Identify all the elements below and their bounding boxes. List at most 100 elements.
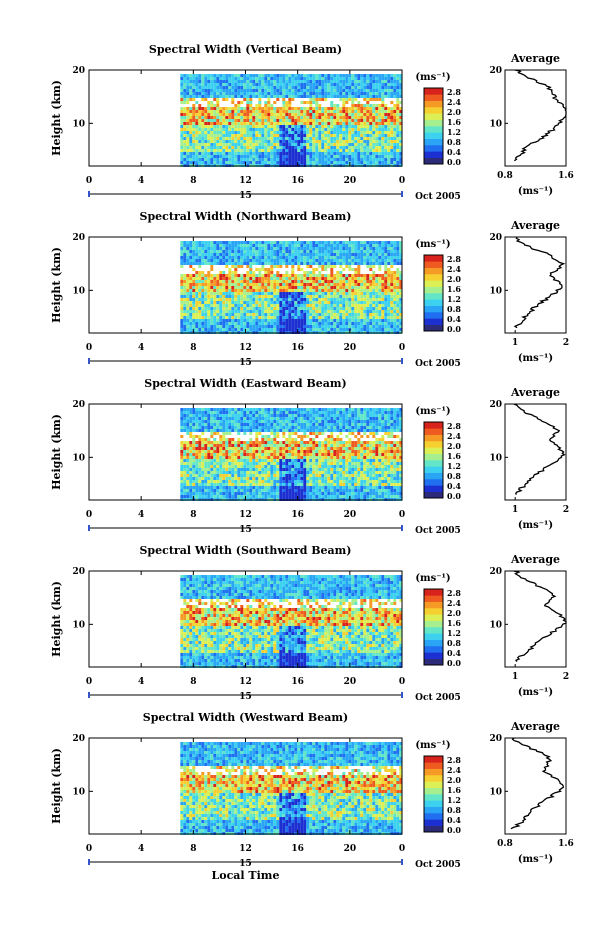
heatmap-cell xyxy=(390,250,394,253)
heatmap-cell xyxy=(330,283,334,286)
heatmap-cell xyxy=(240,277,244,280)
heatmap-cell xyxy=(198,319,202,322)
heatmap-cell xyxy=(285,307,289,310)
heatmap-cell xyxy=(234,247,238,250)
heatmap-cell xyxy=(192,304,196,307)
heatmap-cell xyxy=(366,322,370,325)
heatmap-cell xyxy=(372,83,376,86)
heatmap-cell xyxy=(261,110,265,113)
heatmap-cell xyxy=(210,322,214,325)
heatmap-cell xyxy=(306,113,310,116)
heatmap-cell xyxy=(354,322,358,325)
heatmap-cell xyxy=(240,307,244,310)
heatmap-cell xyxy=(252,107,256,110)
heatmap-cell xyxy=(321,137,325,140)
heatmap-cell xyxy=(387,134,391,137)
heatmap-cell xyxy=(243,250,247,253)
heatmap-cell xyxy=(192,307,196,310)
heatmap-cell xyxy=(246,259,250,262)
heatmap-cell xyxy=(318,292,322,295)
heatmap-cell xyxy=(270,274,274,277)
heatmap-cell xyxy=(330,247,334,250)
heatmap-cell xyxy=(273,295,277,298)
heatmap-cell xyxy=(270,283,274,286)
heatmap-cell xyxy=(363,131,367,134)
heatmap-cell xyxy=(357,113,361,116)
heatmap-cell xyxy=(390,262,394,265)
heatmap-cell xyxy=(207,146,211,149)
heatmap-cell xyxy=(336,128,340,131)
heatmap-cell xyxy=(357,74,361,77)
heatmap-cell xyxy=(378,301,382,304)
heatmap-cell xyxy=(186,131,190,134)
heatmap-cell xyxy=(288,295,292,298)
heatmap-cell xyxy=(372,262,376,265)
heatmap-cell xyxy=(372,414,376,417)
heatmap-cell xyxy=(255,295,259,298)
heatmap-cell xyxy=(207,140,211,143)
heatmap-cell xyxy=(357,134,361,137)
heatmap-cell xyxy=(339,280,343,283)
heatmap-cell xyxy=(306,137,310,140)
heatmap-cell xyxy=(303,408,307,411)
heatmap-cell xyxy=(192,256,196,259)
heatmap-cell xyxy=(234,116,238,119)
heatmap-cell xyxy=(333,250,337,253)
heatmap-cell xyxy=(339,313,343,316)
heatmap-cell xyxy=(303,426,307,429)
heatmap-cell xyxy=(381,286,385,289)
heatmap-cell xyxy=(285,322,289,325)
heatmap-cell xyxy=(213,140,217,143)
heatmap-cell xyxy=(189,86,193,89)
heatmap-cell xyxy=(303,247,307,250)
heatmap-cell xyxy=(306,295,310,298)
heatmap-cell xyxy=(375,155,379,158)
heatmap-cell xyxy=(210,143,214,146)
heatmap-cell xyxy=(351,322,355,325)
heatmap-cell xyxy=(240,113,244,116)
heatmap-cell xyxy=(342,262,346,265)
heatmap-cell xyxy=(282,83,286,86)
heatmap-cell xyxy=(297,274,301,277)
heatmap-cell xyxy=(201,152,205,155)
heatmap-cell xyxy=(363,286,367,289)
heatmap-cell xyxy=(306,259,310,262)
heatmap-cell xyxy=(204,92,208,95)
heatmap-cell xyxy=(294,247,298,250)
heatmap-cell xyxy=(267,283,271,286)
heatmap-cell xyxy=(201,92,205,95)
heatmap-cell xyxy=(345,101,349,104)
heatmap-cell xyxy=(324,292,328,295)
heatmap-cell xyxy=(399,301,403,304)
heatmap-cell xyxy=(201,155,205,158)
heatmap-cell xyxy=(183,134,187,137)
heatmap-cell xyxy=(330,110,334,113)
heatmap-cell xyxy=(357,80,361,83)
heatmap-cell xyxy=(360,89,364,92)
heatmap-cell xyxy=(303,414,307,417)
heatmap-cell xyxy=(372,140,376,143)
heatmap-cell xyxy=(246,137,250,140)
heatmap-cell xyxy=(339,256,343,259)
heatmap-cell xyxy=(297,328,301,331)
heatmap-cell xyxy=(201,292,205,295)
heatmap-cell xyxy=(342,274,346,277)
heatmap-cell xyxy=(333,307,337,310)
heatmap-cell xyxy=(216,89,220,92)
heatmap-cell xyxy=(354,86,358,89)
heatmap-cell xyxy=(231,414,235,417)
heatmap-cell xyxy=(387,131,391,134)
heatmap-cell xyxy=(381,107,385,110)
heatmap-cell xyxy=(243,247,247,250)
heatmap-cell xyxy=(207,104,211,107)
heatmap-cell xyxy=(291,301,295,304)
heatmap-cell xyxy=(246,283,250,286)
heatmap-cell xyxy=(309,274,313,277)
heatmap-cell xyxy=(300,328,304,331)
heatmap-cell xyxy=(348,95,352,98)
heatmap-cell xyxy=(324,89,328,92)
heatmap-cell xyxy=(183,262,187,265)
heatmap-cell xyxy=(372,146,376,149)
heatmap-cell xyxy=(264,268,268,271)
heatmap-cell xyxy=(216,152,220,155)
